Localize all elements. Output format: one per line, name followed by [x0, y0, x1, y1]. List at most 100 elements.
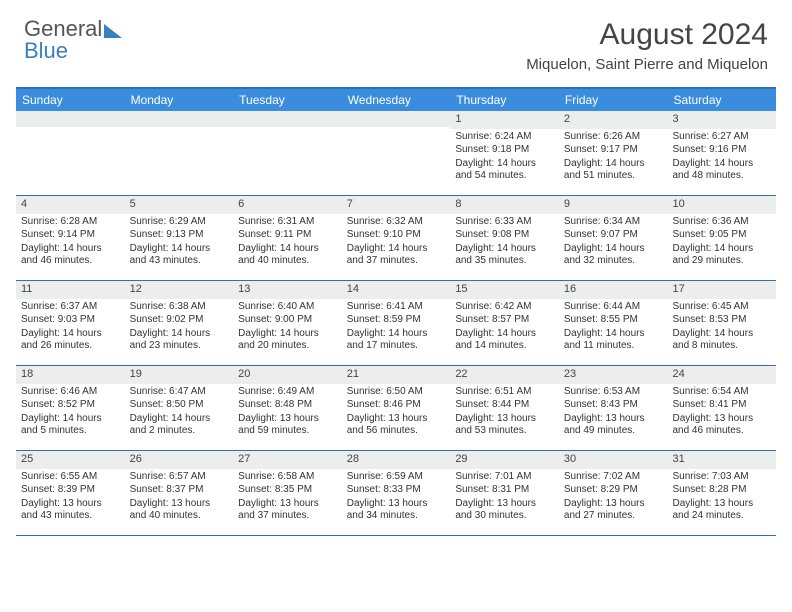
day-number: 19 — [125, 366, 234, 384]
calendar-cell: 22Sunrise: 6:51 AMSunset: 8:44 PMDayligh… — [450, 366, 559, 450]
month-title: August 2024 — [526, 18, 768, 52]
day-number: 28 — [342, 451, 451, 469]
sunset-text: Sunset: 8:43 PM — [564, 399, 663, 412]
sunrise-text: Sunrise: 6:59 AM — [347, 471, 446, 484]
daylight-text: Daylight: 13 hours and 43 minutes. — [21, 498, 120, 523]
day-number — [233, 111, 342, 127]
calendar-cell: 21Sunrise: 6:50 AMSunset: 8:46 PMDayligh… — [342, 366, 451, 450]
calendar-cell: 3Sunrise: 6:27 AMSunset: 9:16 PMDaylight… — [667, 111, 776, 195]
cell-body: Sunrise: 6:32 AMSunset: 9:10 PMDaylight:… — [342, 214, 451, 273]
cell-body — [342, 127, 451, 133]
cell-body: Sunrise: 6:36 AMSunset: 9:05 PMDaylight:… — [667, 214, 776, 273]
cell-body: Sunrise: 6:49 AMSunset: 8:48 PMDaylight:… — [233, 384, 342, 443]
cell-body: Sunrise: 6:47 AMSunset: 8:50 PMDaylight:… — [125, 384, 234, 443]
calendar-cell — [342, 111, 451, 195]
sunrise-text: Sunrise: 6:24 AM — [455, 131, 554, 144]
calendar-cell: 19Sunrise: 6:47 AMSunset: 8:50 PMDayligh… — [125, 366, 234, 450]
sunset-text: Sunset: 8:55 PM — [564, 314, 663, 327]
sunset-text: Sunset: 8:57 PM — [455, 314, 554, 327]
sunrise-text: Sunrise: 6:44 AM — [564, 301, 663, 314]
daylight-text: Daylight: 14 hours and 37 minutes. — [347, 243, 446, 268]
sunrise-text: Sunrise: 6:42 AM — [455, 301, 554, 314]
sunrise-text: Sunrise: 6:57 AM — [130, 471, 229, 484]
daylight-text: Daylight: 14 hours and 46 minutes. — [21, 243, 120, 268]
cell-body: Sunrise: 6:37 AMSunset: 9:03 PMDaylight:… — [16, 299, 125, 358]
cell-body: Sunrise: 7:03 AMSunset: 8:28 PMDaylight:… — [667, 469, 776, 528]
day-number: 24 — [667, 366, 776, 384]
cell-body: Sunrise: 6:34 AMSunset: 9:07 PMDaylight:… — [559, 214, 668, 273]
calendar-week: 25Sunrise: 6:55 AMSunset: 8:39 PMDayligh… — [16, 451, 776, 536]
sunset-text: Sunset: 9:13 PM — [130, 229, 229, 242]
cell-body: Sunrise: 6:26 AMSunset: 9:17 PMDaylight:… — [559, 129, 668, 188]
sunset-text: Sunset: 9:16 PM — [672, 144, 771, 157]
sunset-text: Sunset: 8:28 PM — [672, 484, 771, 497]
sunrise-text: Sunrise: 6:51 AM — [455, 386, 554, 399]
cell-body — [16, 127, 125, 133]
logo-sail-icon — [104, 24, 122, 38]
calendar-cell: 9Sunrise: 6:34 AMSunset: 9:07 PMDaylight… — [559, 196, 668, 280]
weekday-header: Sunday Monday Tuesday Wednesday Thursday… — [16, 89, 776, 111]
cell-body: Sunrise: 6:51 AMSunset: 8:44 PMDaylight:… — [450, 384, 559, 443]
day-number: 27 — [233, 451, 342, 469]
sunset-text: Sunset: 9:05 PM — [672, 229, 771, 242]
sunrise-text: Sunrise: 6:37 AM — [21, 301, 120, 314]
sunrise-text: Sunrise: 6:33 AM — [455, 216, 554, 229]
day-number: 12 — [125, 281, 234, 299]
daylight-text: Daylight: 13 hours and 40 minutes. — [130, 498, 229, 523]
cell-body: Sunrise: 6:28 AMSunset: 9:14 PMDaylight:… — [16, 214, 125, 273]
sunrise-text: Sunrise: 6:27 AM — [672, 131, 771, 144]
daylight-text: Daylight: 13 hours and 46 minutes. — [672, 413, 771, 438]
header: General Blue August 2024 Miquelon, Saint… — [0, 0, 792, 79]
calendar-cell: 18Sunrise: 6:46 AMSunset: 8:52 PMDayligh… — [16, 366, 125, 450]
day-number: 1 — [450, 111, 559, 129]
cell-body: Sunrise: 6:57 AMSunset: 8:37 PMDaylight:… — [125, 469, 234, 528]
sunrise-text: Sunrise: 6:38 AM — [130, 301, 229, 314]
daylight-text: Daylight: 14 hours and 17 minutes. — [347, 328, 446, 353]
sunrise-text: Sunrise: 6:53 AM — [564, 386, 663, 399]
sunrise-text: Sunrise: 6:54 AM — [672, 386, 771, 399]
sunset-text: Sunset: 9:11 PM — [238, 229, 337, 242]
cell-body: Sunrise: 6:45 AMSunset: 8:53 PMDaylight:… — [667, 299, 776, 358]
calendar-cell: 25Sunrise: 6:55 AMSunset: 8:39 PMDayligh… — [16, 451, 125, 535]
day-number: 16 — [559, 281, 668, 299]
daylight-text: Daylight: 13 hours and 30 minutes. — [455, 498, 554, 523]
day-number: 2 — [559, 111, 668, 129]
dayname: Wednesday — [342, 89, 451, 111]
sunrise-text: Sunrise: 6:32 AM — [347, 216, 446, 229]
sunrise-text: Sunrise: 6:34 AM — [564, 216, 663, 229]
calendar-cell: 20Sunrise: 6:49 AMSunset: 8:48 PMDayligh… — [233, 366, 342, 450]
cell-body: Sunrise: 6:24 AMSunset: 9:18 PMDaylight:… — [450, 129, 559, 188]
daylight-text: Daylight: 14 hours and 8 minutes. — [672, 328, 771, 353]
sunrise-text: Sunrise: 6:45 AM — [672, 301, 771, 314]
cell-body: Sunrise: 6:53 AMSunset: 8:43 PMDaylight:… — [559, 384, 668, 443]
calendar-cell: 29Sunrise: 7:01 AMSunset: 8:31 PMDayligh… — [450, 451, 559, 535]
daylight-text: Daylight: 14 hours and 29 minutes. — [672, 243, 771, 268]
sunset-text: Sunset: 8:59 PM — [347, 314, 446, 327]
sunset-text: Sunset: 8:37 PM — [130, 484, 229, 497]
day-number: 21 — [342, 366, 451, 384]
weeks-container: 1Sunrise: 6:24 AMSunset: 9:18 PMDaylight… — [16, 111, 776, 536]
calendar-cell: 15Sunrise: 6:42 AMSunset: 8:57 PMDayligh… — [450, 281, 559, 365]
sunset-text: Sunset: 8:29 PM — [564, 484, 663, 497]
daylight-text: Daylight: 13 hours and 27 minutes. — [564, 498, 663, 523]
sunset-text: Sunset: 9:02 PM — [130, 314, 229, 327]
calendar-cell: 6Sunrise: 6:31 AMSunset: 9:11 PMDaylight… — [233, 196, 342, 280]
sunrise-text: Sunrise: 6:28 AM — [21, 216, 120, 229]
day-number: 6 — [233, 196, 342, 214]
cell-body: Sunrise: 6:42 AMSunset: 8:57 PMDaylight:… — [450, 299, 559, 358]
cell-body: Sunrise: 6:44 AMSunset: 8:55 PMDaylight:… — [559, 299, 668, 358]
sunset-text: Sunset: 8:31 PM — [455, 484, 554, 497]
day-number: 14 — [342, 281, 451, 299]
sunrise-text: Sunrise: 6:31 AM — [238, 216, 337, 229]
cell-body: Sunrise: 6:33 AMSunset: 9:08 PMDaylight:… — [450, 214, 559, 273]
sunrise-text: Sunrise: 6:29 AM — [130, 216, 229, 229]
day-number: 8 — [450, 196, 559, 214]
cell-body: Sunrise: 6:27 AMSunset: 9:16 PMDaylight:… — [667, 129, 776, 188]
day-number: 22 — [450, 366, 559, 384]
sunset-text: Sunset: 9:14 PM — [21, 229, 120, 242]
cell-body: Sunrise: 6:41 AMSunset: 8:59 PMDaylight:… — [342, 299, 451, 358]
day-number: 3 — [667, 111, 776, 129]
sunset-text: Sunset: 8:50 PM — [130, 399, 229, 412]
cell-body: Sunrise: 7:02 AMSunset: 8:29 PMDaylight:… — [559, 469, 668, 528]
dayname: Tuesday — [233, 89, 342, 111]
